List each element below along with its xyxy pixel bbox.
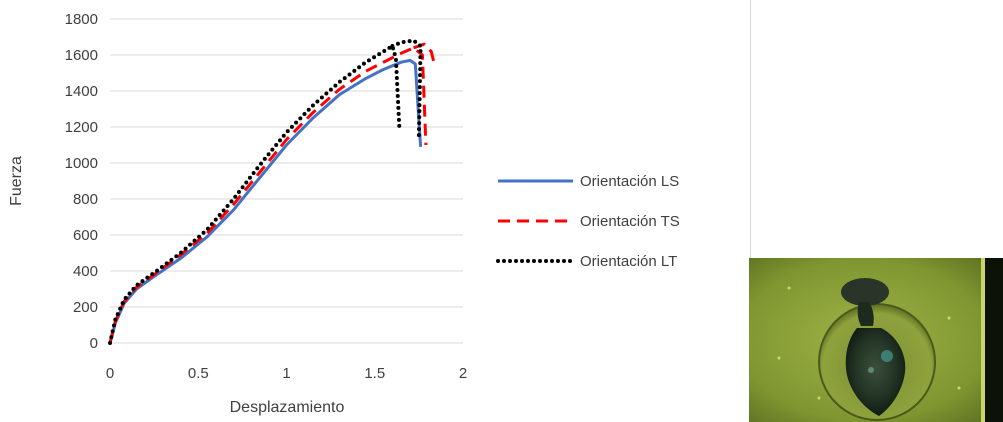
series-lines <box>110 41 435 343</box>
x-tick-label: 2 <box>459 365 467 382</box>
x-axis-title: Desplazamiento <box>230 399 345 416</box>
legend-label: Orientación TS <box>580 213 680 230</box>
y-axis-title: Fuerza <box>8 156 25 206</box>
grid-lines <box>110 19 463 343</box>
y-tick-label: 600 <box>73 227 98 244</box>
y-tick-label: 800 <box>73 191 98 208</box>
y-tick-label: 0 <box>90 335 98 352</box>
legend-label: Orientación LS <box>580 173 679 190</box>
x-tick-label: 1.5 <box>364 365 385 382</box>
y-tick-label: 1000 <box>65 155 98 172</box>
legend-label: Orientación LT <box>580 253 677 270</box>
y-tick-label: 1600 <box>65 47 98 64</box>
legend: Orientación LS Orientación TS Orientación … <box>498 173 680 270</box>
series-line <box>110 48 426 343</box>
fracture-specimen-photo-icon <box>749 258 1003 422</box>
x-tick-label: 0.5 <box>188 365 209 382</box>
y-tick-label: 400 <box>73 263 98 280</box>
y-tick-label: 200 <box>73 299 98 316</box>
series-line <box>110 60 421 343</box>
x-tick-label: 1 <box>282 365 290 382</box>
y-tick-label: 1800 <box>65 11 98 28</box>
x-tick-labels: 0 0.5 1 1.5 2 <box>106 365 467 382</box>
y-tick-labels: 0 200 400 600 800 1000 1200 1400 1600 1800 <box>65 11 98 352</box>
y-tick-label: 1400 <box>65 83 98 100</box>
divider <box>750 0 751 258</box>
y-tick-label: 1200 <box>65 119 98 136</box>
specimen-photo <box>749 258 1003 422</box>
x-tick-label: 0 <box>106 365 114 382</box>
